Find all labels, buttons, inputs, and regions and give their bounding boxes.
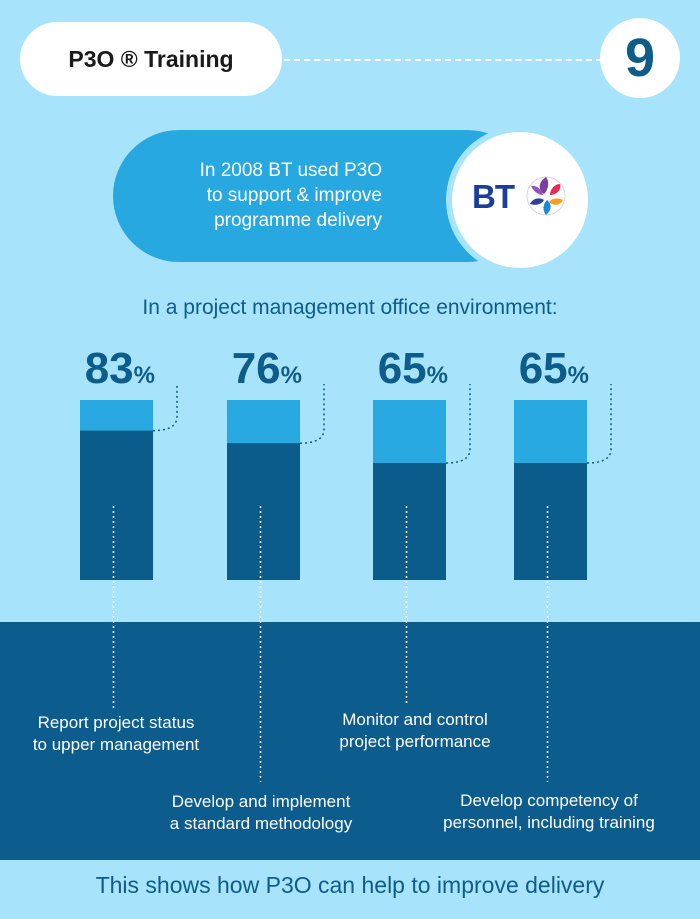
- bar-chart: 83% 76% 65% 65%: [80, 344, 612, 782]
- bar: [373, 463, 446, 580]
- value-connector: [445, 384, 471, 464]
- value-label: 65%: [378, 344, 448, 393]
- bt-globe-icon: [526, 176, 566, 216]
- value-label: 65%: [519, 344, 589, 393]
- bar: [514, 463, 587, 580]
- value-connector: [152, 384, 178, 432]
- bt-logo-circle: [452, 132, 588, 268]
- bar: [80, 430, 153, 580]
- dashed-connector: [284, 59, 602, 61]
- title-pill: P3O ® Training: [20, 22, 282, 96]
- intro-text: In 2008 BT used P3O to support & improve…: [199, 160, 382, 231]
- category-label: Report project status to upper managemen…: [32, 713, 200, 754]
- value-connector: [586, 384, 612, 464]
- page-number: 9: [624, 28, 656, 88]
- page-number-badge: 9: [600, 18, 680, 98]
- page-title: P3O ® Training: [68, 45, 234, 72]
- bt-logo-text: BT: [472, 178, 515, 215]
- category-label: Develop and implement a standard methodo…: [169, 792, 353, 833]
- value-connector: [299, 384, 325, 444]
- bar: [227, 443, 300, 580]
- value-label: 83%: [85, 344, 155, 393]
- footer-text: This shows how P3O can help to improve d…: [95, 872, 605, 898]
- category-label: Monitor and control project performance: [339, 710, 491, 751]
- chart-subtitle: In a project management office environme…: [142, 296, 558, 319]
- bottom-band: [0, 622, 700, 860]
- category-label: Develop competency of personnel, includi…: [443, 791, 655, 832]
- value-label: 76%: [232, 344, 302, 393]
